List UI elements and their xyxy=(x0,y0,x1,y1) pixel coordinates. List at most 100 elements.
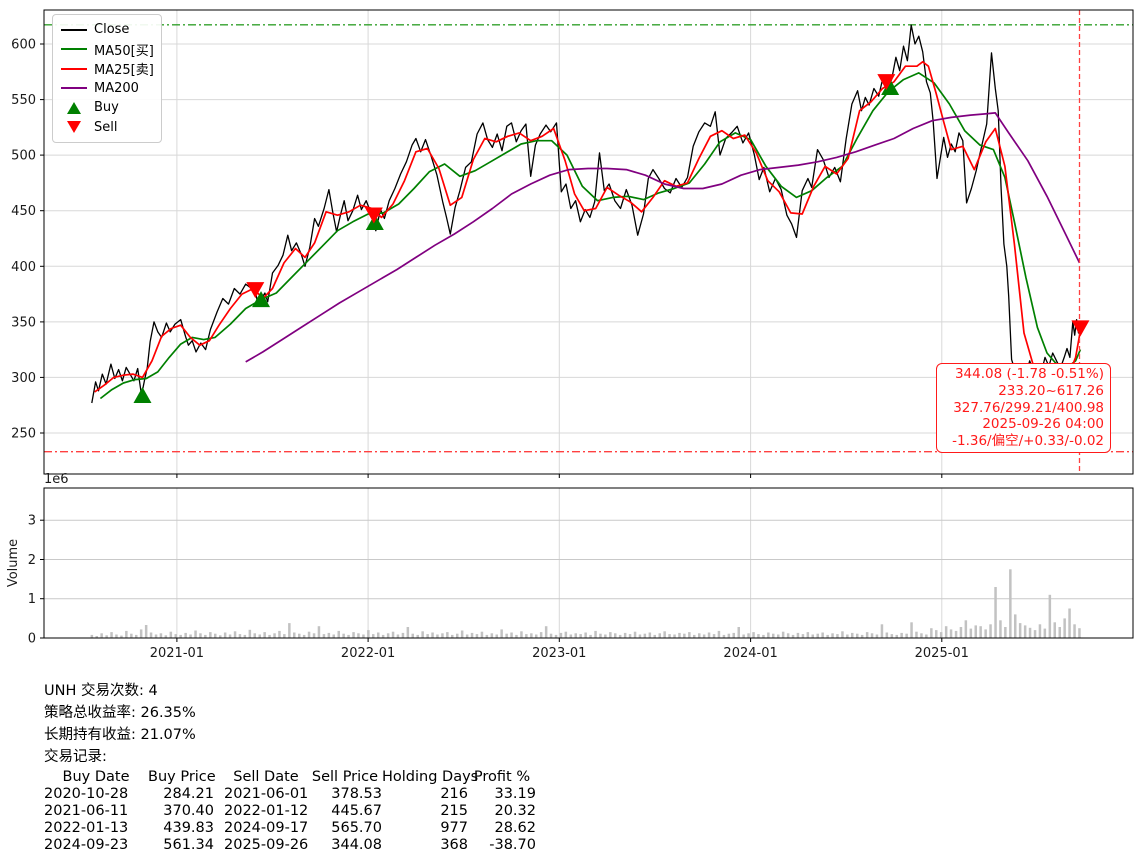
volume-bar xyxy=(495,634,498,638)
volume-bar xyxy=(144,625,148,638)
volume-bar xyxy=(757,634,760,638)
volume-bar xyxy=(125,630,128,638)
volume-bar xyxy=(362,634,365,638)
volume-bar xyxy=(396,634,400,638)
volume-bar xyxy=(391,631,395,638)
volume-bar xyxy=(930,628,933,638)
volume-bar xyxy=(544,626,548,638)
volume-bar xyxy=(623,632,627,638)
volume-bar xyxy=(1063,618,1066,638)
volume-bar xyxy=(298,633,301,638)
volume-bar xyxy=(712,634,716,638)
volume-bar xyxy=(614,633,617,638)
series-ma50 xyxy=(99,72,1082,400)
trade-cell: 2025-09-26 xyxy=(224,837,309,853)
volume-bar xyxy=(1038,624,1042,638)
volume-bar xyxy=(520,631,523,638)
volume-bar xyxy=(105,635,108,638)
volume-bar xyxy=(875,634,879,638)
volume-bar xyxy=(939,632,943,638)
volume-bar xyxy=(772,633,775,638)
volume-bar xyxy=(164,635,168,638)
line-swatch-icon xyxy=(61,67,87,70)
volume-bar xyxy=(549,633,553,638)
volume-bar xyxy=(505,633,508,638)
trade-cell: 28.62 xyxy=(494,820,536,836)
trade-cell: 20.32 xyxy=(494,803,536,819)
x-tick-label: 2023-01 xyxy=(532,646,586,661)
volume-bar xyxy=(456,633,459,638)
volume-bar xyxy=(154,634,158,638)
volume-bar xyxy=(90,634,94,638)
volume-bar xyxy=(826,634,829,638)
trade-cell: 2024-09-17 xyxy=(224,820,309,836)
volume-bar xyxy=(777,634,780,638)
volume-bar xyxy=(831,633,834,638)
volume-bar xyxy=(905,633,908,638)
volume-bar xyxy=(707,632,711,638)
volume-bar xyxy=(465,634,469,638)
line-swatch-icon xyxy=(61,87,87,90)
legend-marker-swatch xyxy=(61,121,87,134)
trade-table: Buy Date Buy Price Sell Date Sell Price Hold… xyxy=(44,769,536,854)
legend-item-ma50: MA50[买] xyxy=(61,40,154,60)
volume-bar xyxy=(574,633,577,638)
volume-bar xyxy=(964,620,968,638)
y-tick-label: 500 xyxy=(11,149,36,164)
volume-bar xyxy=(322,634,326,638)
stat-records-label: 交易记录: xyxy=(44,749,107,765)
volume-bar xyxy=(604,634,607,638)
volume-bar xyxy=(258,634,261,638)
volume-bar xyxy=(959,627,963,638)
volume-bar xyxy=(599,633,602,638)
volume-bar xyxy=(441,633,444,638)
volume-bar xyxy=(307,631,311,638)
volume-bar xyxy=(920,633,923,638)
volume-bar xyxy=(372,634,375,638)
volume-bar xyxy=(693,634,696,638)
volume-bar xyxy=(401,632,405,638)
volume-bar xyxy=(589,634,592,638)
volume-bar xyxy=(821,632,824,638)
volume-bar xyxy=(268,634,271,638)
volume-bar xyxy=(194,630,197,638)
trade-cell: 33.19 xyxy=(494,786,536,802)
chart-svg: 250 300 350 400 450 500 550 600 0 1 2 3 2021-01 2022-… xyxy=(6,9,1134,661)
volume-bar xyxy=(100,633,103,638)
stat-strategy-return: 策略总收益率: 26.35% xyxy=(44,705,196,721)
legend-line-swatch xyxy=(61,67,87,70)
volume-bar xyxy=(184,632,187,638)
trade-table-row: 2021-06-11 370.40 2022-01-12 445.67 215 20.32 xyxy=(44,803,536,820)
volume-bar xyxy=(130,633,133,638)
trade-cell: 439.83 xyxy=(163,820,214,836)
volume-bar xyxy=(278,630,281,638)
volume-bar xyxy=(698,633,701,638)
legend-item-ma25: MA25[卖] xyxy=(61,59,154,79)
stats-block: UNH 交易次数: 4 策略总收益率: 26.35% 长期持有收益: 21.07… xyxy=(44,680,536,854)
volume-axis-label: Volume xyxy=(6,539,21,587)
trade-table-row: 2020-10-28 284.21 2021-06-01 378.53 216 33.19 xyxy=(44,786,536,803)
buy-marker xyxy=(252,291,271,308)
volume-bar xyxy=(416,634,419,638)
volume-bar xyxy=(663,631,666,638)
volume-bar xyxy=(954,630,958,638)
volume-bar xyxy=(737,627,740,638)
trade-table-row: 2022-01-13 439.83 2024-09-17 565.70 977 28.62 xyxy=(44,820,536,837)
volume-bar xyxy=(638,634,642,638)
volume-bar xyxy=(337,630,340,638)
volume-bar xyxy=(994,587,997,638)
x-tick-label: 2025-01 xyxy=(915,646,969,661)
trade-table-header: Buy Date Buy Price Sell Date Sell Price Hold… xyxy=(44,769,536,786)
sell-marker xyxy=(1071,320,1090,337)
volume-bar xyxy=(811,634,814,638)
volume-bar xyxy=(668,634,671,638)
sell-marker xyxy=(877,74,896,91)
annotation-line-3: 2025-09-26 04:00 xyxy=(982,416,1104,433)
volume-bar xyxy=(204,634,207,638)
volume-bar xyxy=(702,634,706,638)
volume-bar xyxy=(485,634,489,638)
volume-bar xyxy=(480,631,484,638)
volume-bar xyxy=(110,632,113,638)
volume-bar xyxy=(673,634,676,638)
y-tick-label: 550 xyxy=(11,93,36,108)
